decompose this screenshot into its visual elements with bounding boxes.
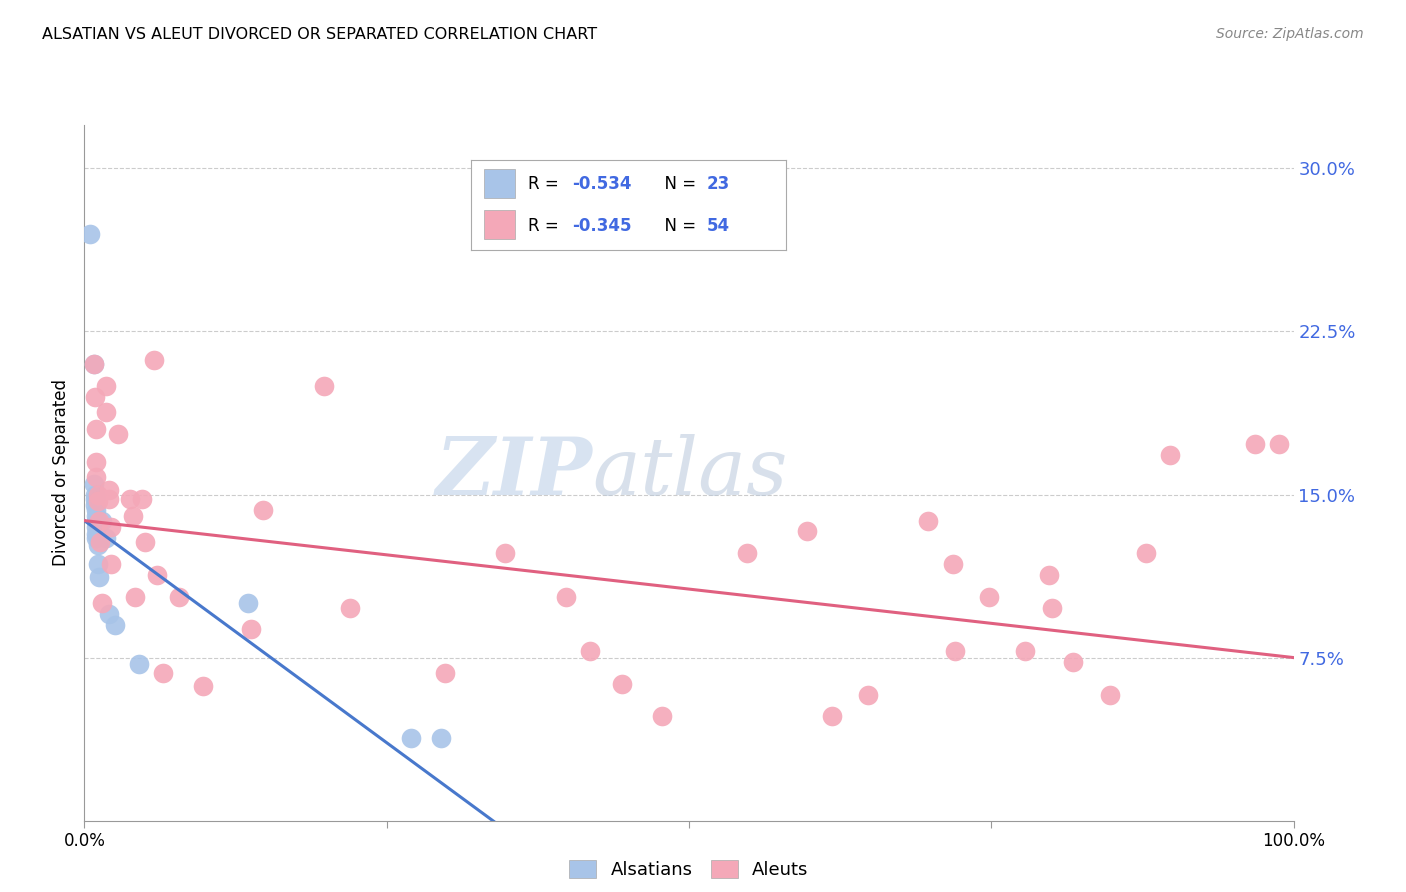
Point: [917, 514, 939, 528]
Point: [89, 535, 111, 549]
Text: -0.345: -0.345: [572, 217, 631, 235]
Point: [143, 352, 166, 367]
Point: [121, 509, 143, 524]
Text: 23: 23: [707, 175, 730, 193]
Point: [1243, 437, 1265, 451]
Point: [86, 531, 108, 545]
Point: [252, 502, 274, 516]
Text: N =: N =: [654, 175, 702, 193]
Text: ALSATIAN VS ALEUT DIVORCED OR SEPARATED CORRELATION CHART: ALSATIAN VS ALEUT DIVORCED OR SEPARATED …: [42, 27, 598, 42]
Point: [1098, 688, 1121, 702]
Point: [87, 570, 110, 584]
Point: [94, 378, 117, 392]
Point: [312, 378, 335, 392]
Point: [494, 546, 516, 560]
Point: [191, 679, 214, 693]
Point: [146, 568, 169, 582]
Point: [339, 600, 361, 615]
Point: [86, 455, 108, 469]
Point: [86, 494, 108, 508]
Point: [134, 535, 156, 549]
Point: [107, 426, 129, 441]
Point: [240, 623, 263, 637]
Point: [1062, 655, 1084, 669]
Point: [100, 557, 122, 571]
Point: [94, 531, 117, 545]
Point: [941, 557, 963, 571]
Point: [554, 590, 576, 604]
Point: [1038, 568, 1060, 582]
Y-axis label: Divorced or Separated: Divorced or Separated: [52, 379, 70, 566]
Point: [86, 514, 108, 528]
Bar: [484, 169, 516, 198]
Text: N =: N =: [654, 217, 702, 235]
Point: [796, 524, 818, 539]
Point: [86, 557, 108, 571]
Point: [399, 731, 422, 745]
Text: R =: R =: [527, 217, 564, 235]
Point: [97, 491, 120, 506]
Point: [131, 491, 153, 506]
Point: [84, 499, 107, 513]
Point: [433, 665, 456, 680]
Point: [84, 390, 107, 404]
Text: 54: 54: [707, 217, 730, 235]
Point: [124, 590, 146, 604]
Point: [167, 590, 190, 604]
Bar: [484, 211, 516, 239]
Text: ZIP: ZIP: [436, 434, 592, 511]
Point: [100, 520, 122, 534]
Legend: Alsatians, Aleuts: Alsatians, Aleuts: [560, 851, 818, 888]
Point: [86, 422, 108, 436]
Point: [430, 731, 453, 745]
Point: [120, 491, 142, 506]
Point: [943, 644, 966, 658]
Point: [651, 709, 673, 723]
Point: [856, 688, 879, 702]
Point: [84, 491, 107, 506]
Point: [91, 514, 114, 528]
Point: [86, 487, 108, 501]
Point: [94, 405, 117, 419]
Point: [79, 227, 101, 241]
Text: -0.534: -0.534: [572, 175, 631, 193]
Point: [1135, 546, 1157, 560]
Text: atlas: atlas: [592, 434, 787, 511]
Point: [977, 590, 1000, 604]
Point: [578, 644, 600, 658]
Point: [86, 537, 108, 551]
Point: [83, 357, 105, 371]
Point: [820, 709, 842, 723]
Point: [86, 520, 108, 534]
Point: [97, 607, 120, 621]
Point: [91, 596, 114, 610]
Point: [152, 665, 174, 680]
Text: R =: R =: [527, 175, 564, 193]
Point: [83, 357, 105, 371]
Point: [84, 487, 107, 501]
Point: [1014, 644, 1036, 658]
Point: [1268, 437, 1291, 451]
Point: [86, 470, 108, 484]
Text: Source: ZipAtlas.com: Source: ZipAtlas.com: [1216, 27, 1364, 41]
Point: [104, 618, 127, 632]
Point: [86, 509, 108, 524]
Point: [1040, 600, 1063, 615]
Point: [86, 502, 108, 516]
Point: [87, 514, 110, 528]
Point: [86, 526, 108, 541]
Point: [97, 483, 120, 498]
Point: [735, 546, 758, 560]
Point: [1159, 448, 1181, 462]
Point: [612, 676, 634, 690]
Point: [236, 596, 259, 610]
Point: [128, 657, 150, 671]
Point: [83, 476, 105, 491]
